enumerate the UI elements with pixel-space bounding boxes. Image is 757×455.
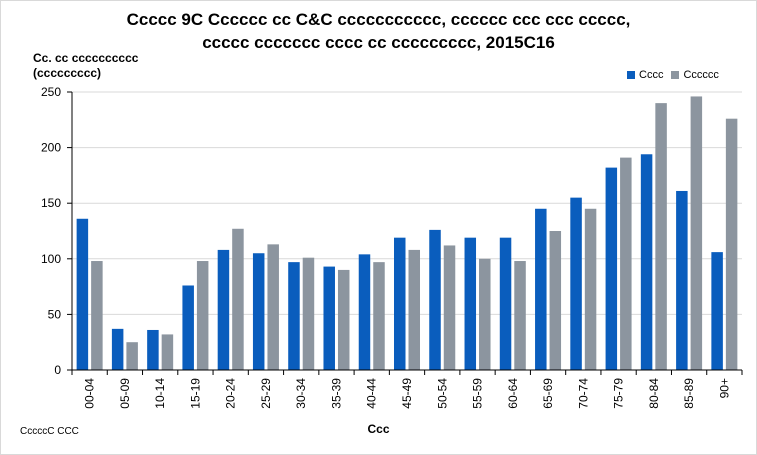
x-axis-label: Ccc (367, 422, 390, 436)
bar-series-1 (358, 254, 371, 370)
x-tick-label: 80-84 (647, 378, 661, 409)
y-tick-label: 150 (41, 196, 61, 210)
bar-series-1 (640, 154, 653, 370)
x-tick-label: 50-54 (435, 378, 449, 409)
legend-label-series-1: Cccc (639, 69, 664, 81)
bar-series-1 (288, 262, 300, 370)
bar-series-1 (111, 328, 124, 370)
bar-series-2 (91, 261, 103, 370)
bar-series-1 (464, 237, 477, 370)
bar-series-1 (711, 252, 723, 370)
bar-series-2 (584, 208, 597, 370)
y-tick-label: 200 (41, 141, 61, 155)
legend-swatch-series-2 (671, 71, 680, 79)
bar-series-1 (252, 253, 265, 370)
bar-series-2 (196, 261, 209, 370)
bar-series-2 (373, 262, 385, 370)
bar-series-2 (337, 269, 350, 370)
x-tick-label: 75-79 (612, 378, 626, 409)
bar-series-1 (323, 266, 335, 370)
x-tick-label: 45-49 (400, 378, 414, 409)
bar-series-2 (620, 157, 632, 370)
bar-series-1 (429, 229, 441, 370)
bar-series-1 (676, 190, 688, 370)
bar-series-2 (302, 257, 315, 370)
y-axis-label-line-2: (ccccccccc) (33, 66, 102, 80)
legend-label-series-2: Cccccc (683, 69, 719, 81)
bar-series-2 (725, 118, 738, 370)
x-tick-label: 15-19 (188, 378, 202, 409)
x-tick-label: 90+ (717, 378, 731, 398)
bar-series-1 (605, 167, 618, 370)
y-tick-label: 250 (41, 85, 61, 99)
bar-series-1 (182, 285, 194, 370)
x-tick-label: 10-14 (153, 378, 167, 409)
x-tick-label: 85-89 (682, 378, 696, 409)
x-tick-label: 25-29 (259, 378, 273, 409)
x-tick-label: 55-59 (471, 378, 485, 409)
bar-series-2 (514, 261, 526, 370)
y-tick-label: 0 (54, 363, 61, 377)
bar-series-1 (499, 237, 512, 370)
bar-series-1 (217, 249, 230, 370)
x-tick-label: 65-69 (541, 378, 555, 409)
bar-series-2 (232, 228, 244, 370)
bar-series-1 (570, 197, 582, 370)
bar-series-2 (161, 334, 174, 370)
legend: Cccc Cccccc (627, 69, 727, 81)
bar-series-2 (655, 103, 667, 371)
bar-series-1 (147, 329, 159, 370)
y-tick-label: 50 (48, 307, 62, 321)
x-tick-label: 40-44 (365, 378, 379, 409)
bar-series-2 (126, 342, 138, 370)
bar-series-2 (479, 258, 491, 370)
x-tick-label: 30-34 (294, 378, 308, 409)
chart-title-line-1: Ccccc 9C Cccccc cc C&C ccccccccccc, cccc… (126, 10, 631, 29)
bar-series-2 (443, 245, 456, 370)
legend-item-series-1: Cccc (627, 69, 663, 81)
x-tick-label: 05-09 (118, 378, 132, 409)
bar-series-2 (549, 231, 562, 370)
x-tick-label: 20-24 (224, 378, 238, 409)
chart-title-line-2: ccccc ccccccc cccc cc ccccccccc, 2015C16 (202, 33, 555, 52)
x-tick-label: 70-74 (576, 378, 590, 409)
x-tick-label: 60-64 (506, 378, 520, 409)
bar-series-1 (76, 218, 89, 370)
y-tick-label: 100 (41, 252, 61, 266)
x-tick-label: 00-04 (83, 378, 97, 409)
x-tick-label: 35-39 (329, 378, 343, 409)
legend-swatch-series-1 (627, 71, 635, 79)
bar-series-2 (408, 249, 420, 370)
source-note: CccccC CCC (20, 426, 79, 437)
bar-series-2 (690, 96, 703, 370)
bar-series-1 (535, 208, 547, 370)
legend-item-series-2: Cccccc (671, 69, 719, 81)
bar-series-1 (394, 237, 406, 370)
bar-series-2 (267, 244, 279, 370)
y-axis-label-line-1: Cc. cc cccccccccc (33, 51, 139, 65)
